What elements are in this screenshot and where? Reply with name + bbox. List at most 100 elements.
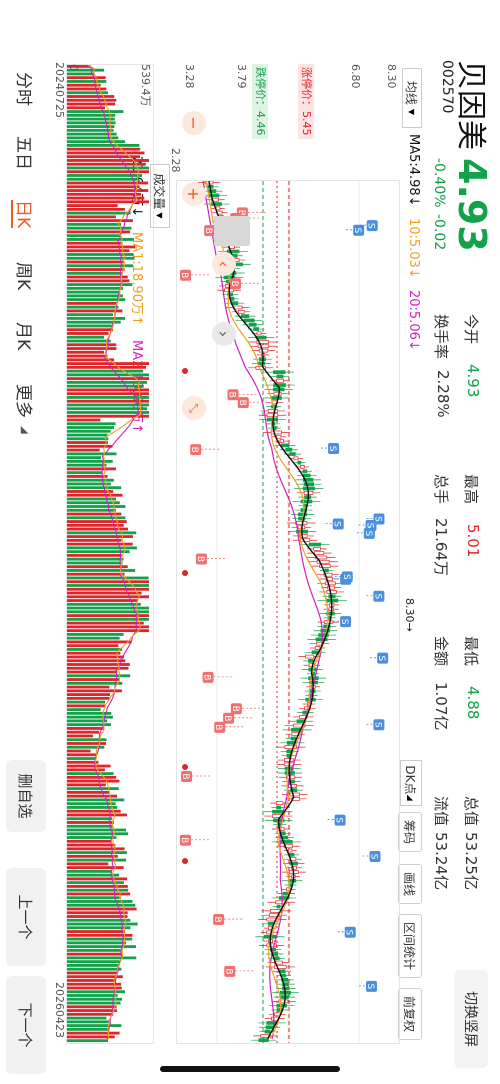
change-pct: -0.40%	[431, 158, 447, 208]
high-label: 最高	[462, 474, 480, 505]
adjust-button[interactable]: 前复权	[398, 988, 422, 1040]
volume-bar	[67, 982, 122, 986]
volume-bar	[67, 742, 107, 745]
zoom-in-icon[interactable]: +	[182, 182, 206, 206]
switch-portrait-button[interactable]: 切换竖屏	[454, 970, 488, 1068]
range-stats-button[interactable]: 区间统计	[398, 914, 422, 978]
volume-bar	[67, 836, 117, 839]
tab-daily-k[interactable]: 日K	[11, 200, 38, 229]
volume-bar	[67, 486, 122, 490]
marker-box	[190, 444, 202, 456]
collapse-box[interactable]	[214, 216, 250, 246]
sell-marker: S	[344, 224, 365, 236]
marker-letter: S	[365, 983, 375, 989]
volume-bar	[67, 162, 146, 166]
chips-button[interactable]: 筹码	[398, 812, 422, 852]
volume-bar	[67, 301, 118, 305]
volume-bar	[67, 426, 114, 429]
turnover-label: 换手率	[432, 314, 450, 360]
volume-bar	[67, 177, 139, 181]
volume-bar	[67, 211, 131, 215]
candle-body	[207, 189, 217, 193]
volume-bar	[67, 760, 99, 764]
candle-body	[324, 568, 329, 573]
dk-dropdown[interactable]: DK点 ◢	[400, 760, 422, 806]
volume-bar	[67, 531, 137, 535]
volume-bar	[67, 143, 140, 147]
volume-bar	[67, 708, 101, 712]
fullscreen-icon[interactable]: ⤡	[182, 396, 206, 420]
volume-bar	[67, 659, 126, 663]
volume-bar	[67, 72, 95, 76]
price-chart[interactable]: SSSSSBBBSBSBSSBBSBBSBSSBSBBSBSBBBS	[176, 180, 400, 1044]
float-value: 53.24亿	[432, 832, 450, 890]
previous-button[interactable]: 上一个	[6, 868, 46, 966]
sell-marker: S	[356, 980, 377, 992]
candle-body	[258, 1038, 269, 1043]
volume-bar	[67, 591, 142, 595]
volume-bar	[67, 828, 127, 832]
marker-box	[369, 851, 381, 863]
volume-bar	[67, 719, 108, 723]
volume-bar	[67, 380, 147, 384]
volume-bar	[67, 181, 149, 185]
volume-bar	[67, 373, 149, 377]
volume-bar	[67, 219, 133, 223]
volume-bar	[67, 444, 113, 448]
volume-bar	[67, 422, 116, 426]
volume-bar	[67, 621, 144, 625]
volume-bar	[67, 121, 116, 125]
tab-intraday[interactable]: 分时	[13, 72, 33, 106]
tab-monthly-k[interactable]: 月K	[13, 322, 33, 351]
buy-marker: B	[212, 914, 245, 926]
sell-marker: S	[335, 926, 356, 938]
next-button[interactable]: 下一个	[6, 976, 46, 1074]
volume-bar	[67, 125, 115, 129]
volume-bar	[67, 241, 123, 245]
buy-marker: B	[213, 721, 246, 733]
y-label-mid: 6.80	[349, 64, 362, 89]
more-dropdown-icon[interactable]: ◢	[19, 426, 30, 434]
volume-bar	[67, 926, 131, 930]
buy-marker: B	[180, 771, 213, 783]
volume-bar	[67, 772, 114, 775]
volume-bar	[67, 994, 118, 997]
pan-left-icon[interactable]: ‹	[212, 252, 236, 276]
tab-five-day[interactable]: 五日	[13, 136, 33, 170]
candle-body	[260, 1034, 271, 1038]
volume-bar	[67, 783, 106, 787]
pan-right-icon[interactable]: ›	[212, 322, 236, 346]
tab-more[interactable]: 更多	[13, 384, 33, 418]
marker-box	[214, 721, 226, 733]
volume-bar	[67, 832, 129, 836]
buy-marker: B	[230, 703, 262, 715]
high-value: 5.01	[464, 524, 482, 558]
volume-bar	[67, 429, 111, 433]
volume-bar	[67, 106, 105, 110]
volume-bar	[67, 339, 111, 343]
volume-bar	[67, 1031, 120, 1035]
sell-marker: S	[368, 652, 389, 664]
volume-bar	[67, 140, 126, 144]
volume-bar	[67, 614, 149, 618]
zoom-out-icon[interactable]: −	[182, 111, 206, 135]
volume-bar	[67, 565, 128, 569]
volume-bar	[67, 629, 149, 633]
volume-bar	[67, 516, 126, 520]
volume-bar	[67, 538, 122, 542]
volume-chart[interactable]	[66, 64, 154, 1044]
float-label: 流值	[432, 796, 450, 827]
delete-favorite-button[interactable]: 删自选	[6, 760, 46, 832]
volume-bar	[67, 437, 109, 441]
volume-bar	[67, 354, 108, 358]
volume-bar	[67, 964, 119, 967]
volume-bar	[67, 1039, 109, 1043]
tab-weekly-k[interactable]: 周K	[13, 262, 33, 291]
volume-bar	[67, 610, 149, 614]
draw-line-button[interactable]: 画线	[398, 864, 422, 904]
candle-body	[273, 370, 286, 374]
volume-bar	[67, 775, 117, 779]
indicator-dropdown[interactable]: 均线 ▼	[402, 68, 422, 128]
candle-body	[257, 361, 266, 366]
